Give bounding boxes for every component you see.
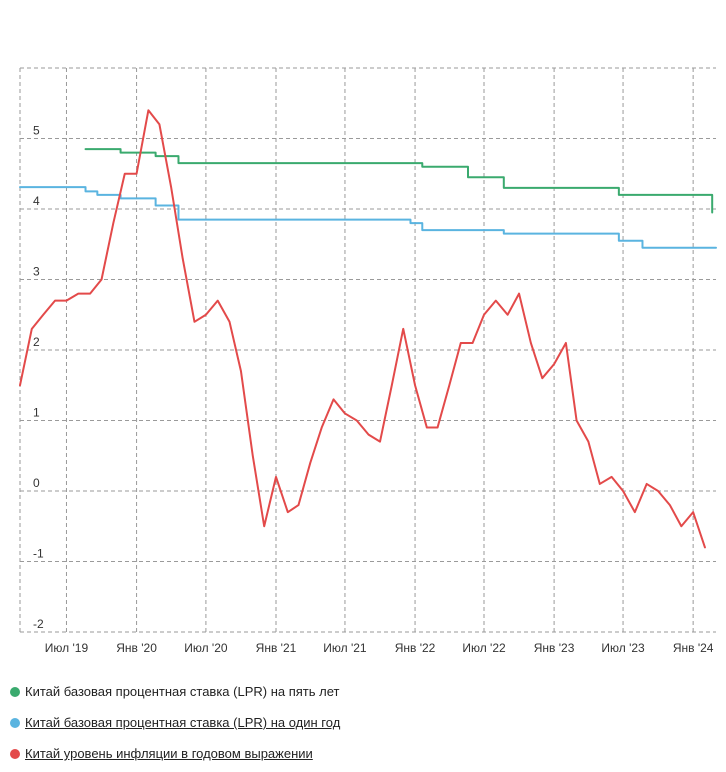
legend-item-inflation[interactable]: Китай уровень инфляции в годовом выражен… [10, 738, 710, 769]
y-tick-label: 2 [33, 335, 40, 349]
y-tick-label: 3 [33, 265, 40, 279]
y-tick-label: -2 [33, 617, 44, 631]
x-tick-label: Июл '21 [323, 641, 367, 655]
x-tick-label: Июл '20 [184, 641, 228, 655]
chart-area: -2 -1 0 1 2 3 4 5 Июл '19 Янв '20 Июл '20 Янв '21 И… [19, 67, 717, 655]
legend-label: Китай базовая процентная ставка (LPR) на… [25, 715, 341, 730]
legend-item-lpr-1y[interactable]: Китай базовая процентная ставка (LPR) на… [10, 707, 710, 738]
legend-marker-icon [10, 717, 20, 728]
y-tick-label: 5 [33, 124, 40, 138]
x-tick-label: Янв '22 [395, 641, 436, 655]
y-tick-label: 4 [33, 194, 40, 208]
legend: Китай базовая процентная ставка (LPR) на… [10, 676, 710, 769]
legend-item-lpr-5y[interactable]: Китай базовая процентная ставка (LPR) на… [10, 676, 710, 707]
legend-label: Китай уровень инфляции в годовом выражен… [25, 746, 313, 761]
legend-marker-icon [10, 686, 20, 697]
grid-lines [19, 67, 716, 633]
x-tick-label: Янв '24 [673, 641, 714, 655]
y-axis-ticks: -2 -1 0 1 2 3 4 5 [33, 124, 44, 632]
x-tick-label: Июл '22 [462, 641, 506, 655]
series-line-1 [84, 148, 714, 214]
x-axis-ticks: Июл '19 Янв '20 Июл '20 Янв '21 Июл '21 Янв '… [45, 641, 714, 655]
y-tick-label: 1 [33, 406, 40, 420]
y-tick-label: 0 [33, 476, 40, 490]
series-lines [19, 109, 717, 549]
x-tick-label: Янв '23 [534, 641, 575, 655]
x-tick-label: Июл '23 [601, 641, 645, 655]
series-line-2 [19, 186, 717, 249]
x-tick-label: Июл '19 [45, 641, 89, 655]
series-line-3 [19, 109, 706, 549]
y-tick-label: -1 [33, 547, 44, 561]
x-tick-label: Янв '21 [256, 641, 297, 655]
legend-label: Китай базовая процентная ставка (LPR) на… [25, 684, 340, 699]
legend-marker-icon [10, 748, 20, 759]
x-tick-label: Янв '20 [116, 641, 157, 655]
